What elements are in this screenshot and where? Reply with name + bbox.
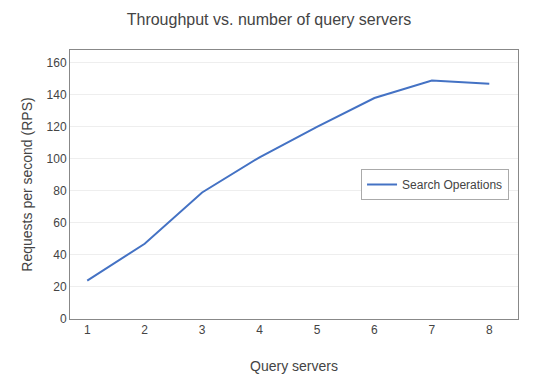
svg-text:5: 5 — [314, 323, 321, 337]
svg-text:100: 100 — [47, 152, 67, 166]
svg-text:2: 2 — [141, 323, 148, 337]
svg-text:0: 0 — [60, 312, 67, 326]
svg-text:60: 60 — [53, 216, 67, 230]
svg-text:1: 1 — [84, 323, 91, 337]
svg-text:Search Operations: Search Operations — [402, 178, 502, 192]
svg-text:160: 160 — [47, 56, 67, 70]
svg-text:6: 6 — [371, 323, 378, 337]
svg-text:140: 140 — [47, 88, 67, 102]
svg-text:4: 4 — [256, 323, 263, 337]
svg-text:Throughput vs. number of query: Throughput vs. number of query servers — [127, 11, 412, 28]
svg-text:Query servers: Query servers — [250, 358, 338, 374]
svg-text:20: 20 — [53, 280, 67, 294]
svg-text:8: 8 — [486, 323, 493, 337]
svg-text:7: 7 — [429, 323, 436, 337]
svg-text:80: 80 — [53, 184, 67, 198]
svg-text:3: 3 — [199, 323, 206, 337]
svg-text:120: 120 — [47, 120, 67, 134]
svg-text:40: 40 — [53, 248, 67, 262]
svg-text:Requests per second (RPS): Requests per second (RPS) — [19, 97, 35, 271]
